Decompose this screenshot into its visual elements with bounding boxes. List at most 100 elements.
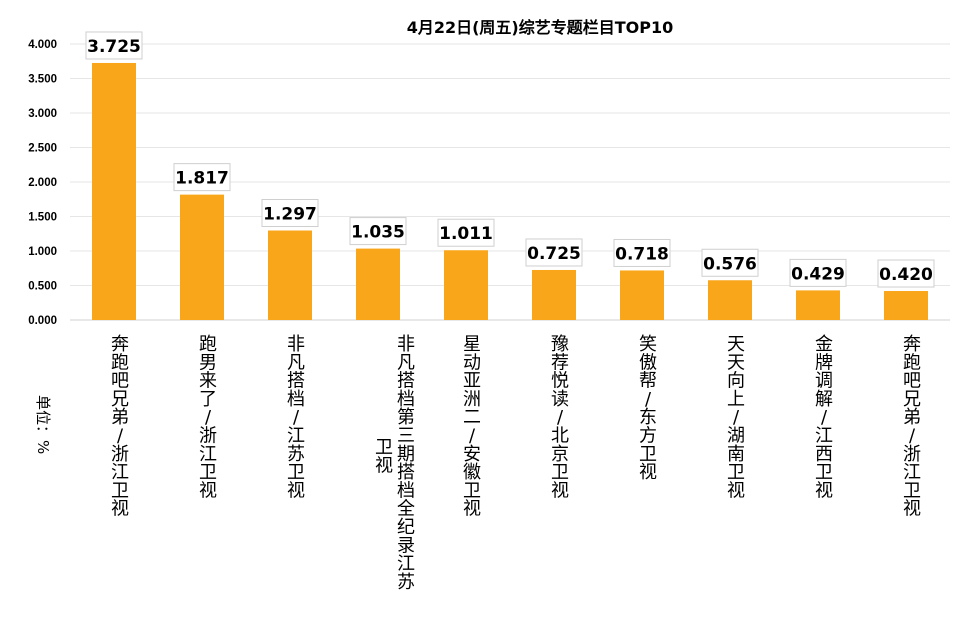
value-labels: 3.725 1.817 1.297 1.035 1.011 0.725 0.718 0.576… <box>85 31 935 288</box>
x-tick-char: 浙 <box>903 444 921 465</box>
x-tick-char: 江 <box>199 444 217 465</box>
x-tick-char: 卫 <box>903 480 921 501</box>
x-tick-char: 弟 <box>111 407 129 428</box>
bar <box>444 250 488 320</box>
y-tick-label: 3.000 <box>28 108 57 120</box>
x-tick-char: 档 <box>287 389 305 410</box>
x-tick-char: 搭 <box>397 462 415 483</box>
x-tick-char: 亚 <box>463 371 481 392</box>
x-tick-char: 视 <box>287 480 305 501</box>
x-tick-char: 纪 <box>397 517 415 538</box>
bar <box>268 230 312 320</box>
x-tick-char: 期 <box>397 444 415 465</box>
x-tick-char: 西 <box>815 444 833 465</box>
x-tick-char: 全 <box>397 499 415 520</box>
x-tick-char: 视 <box>551 480 569 501</box>
value-label: 3.725 <box>87 37 141 57</box>
value-label-box <box>85 31 143 60</box>
x-tick-char: 江 <box>815 426 833 447</box>
bar <box>708 280 752 320</box>
bar <box>180 194 224 320</box>
x-tick-char: 兄 <box>111 389 129 410</box>
x-tick-char: 江 <box>397 554 415 575</box>
x-tick-char: / <box>205 407 212 428</box>
x-tick-char: 苏 <box>397 572 415 593</box>
value-label: 0.420 <box>879 265 933 285</box>
x-tick-char: 江 <box>111 462 129 483</box>
x-tick-char: / <box>293 407 300 428</box>
x-axis: 奔跑吧兄弟/浙江卫视跑男来了/浙江卫视非凡搭档/江苏卫视非凡搭档第三期搭档全纪录… <box>111 334 921 593</box>
x-tick-char: 调 <box>815 371 833 392</box>
x-tick-char: 江 <box>903 462 921 483</box>
x-tick-char: 方 <box>639 426 657 447</box>
x-tick-char: 搭 <box>287 371 305 392</box>
x-tick-char: / <box>733 407 740 428</box>
x-tick-char: 卫 <box>199 462 217 483</box>
value-label: 1.817 <box>175 169 229 189</box>
x-tick-char: 向 <box>727 371 745 392</box>
value-label-box <box>613 238 671 267</box>
x-tick-char: 浙 <box>199 426 217 447</box>
x-tick-char: 安 <box>463 444 481 465</box>
x-tick-char: 天 <box>727 352 745 373</box>
x-tick-char: / <box>821 407 828 428</box>
x-tick-char: 豫 <box>551 334 569 355</box>
bar <box>884 291 928 320</box>
x-tick-char: 天 <box>727 334 745 355</box>
x-tick-char: 非 <box>397 334 415 355</box>
y-axis-unit-label: 单位：% <box>34 395 52 454</box>
x-tick-char: 视 <box>375 455 393 476</box>
bar <box>532 269 576 320</box>
x-tick-char: 北 <box>551 426 569 447</box>
x-tick-char: 洲 <box>463 389 481 410</box>
x-tick-char: 星 <box>463 334 481 355</box>
x-tick-char: 视 <box>727 480 745 501</box>
bars <box>92 62 928 320</box>
value-label-box <box>261 199 319 228</box>
x-tick-char: 凡 <box>287 352 305 373</box>
x-tick-char: 浙 <box>111 444 129 465</box>
y-tick-label: 3.500 <box>28 74 57 86</box>
x-tick-char: / <box>469 426 476 447</box>
x-tick-char: 荐 <box>551 352 569 373</box>
x-tick-char: 江 <box>287 426 305 447</box>
y-tick-label: 0.500 <box>28 281 57 293</box>
y-tick-label: 1.500 <box>28 212 57 224</box>
x-tick-char: 弟 <box>903 407 921 428</box>
x-tick-char: 卫 <box>639 444 657 465</box>
x-tick-char: 笑 <box>639 334 657 355</box>
x-tick-char: / <box>909 426 916 447</box>
x-tick-char: / <box>557 407 564 428</box>
value-label-box <box>349 217 407 246</box>
x-tick-char: 解 <box>815 389 833 410</box>
x-tick-char: 苏 <box>287 444 305 465</box>
x-tick-char: 牌 <box>815 352 833 373</box>
x-tick-char: 跑 <box>903 352 921 373</box>
x-tick-char: 卫 <box>815 462 833 483</box>
x-tick-char: 录 <box>397 535 415 556</box>
x-tick-char: 卫 <box>463 480 481 501</box>
value-label: 1.011 <box>439 224 493 244</box>
x-tick-char: 读 <box>551 389 569 410</box>
bar <box>356 248 400 320</box>
value-label-box <box>701 248 759 277</box>
y-tick-label: 4.000 <box>28 39 57 51</box>
x-tick-char: 视 <box>199 480 217 501</box>
value-label: 0.576 <box>703 254 757 274</box>
bar <box>796 290 840 320</box>
x-tick-char: 南 <box>727 444 745 465</box>
x-tick-char: 卫 <box>727 462 745 483</box>
x-tick-char: 卫 <box>111 480 129 501</box>
x-tick-char: 视 <box>903 499 921 520</box>
x-tick-char: 东 <box>639 407 657 428</box>
value-label: 0.725 <box>527 244 581 264</box>
x-tick-char: 悦 <box>551 371 569 392</box>
x-tick-char: 视 <box>111 499 129 520</box>
x-tick-char: 上 <box>727 389 745 410</box>
